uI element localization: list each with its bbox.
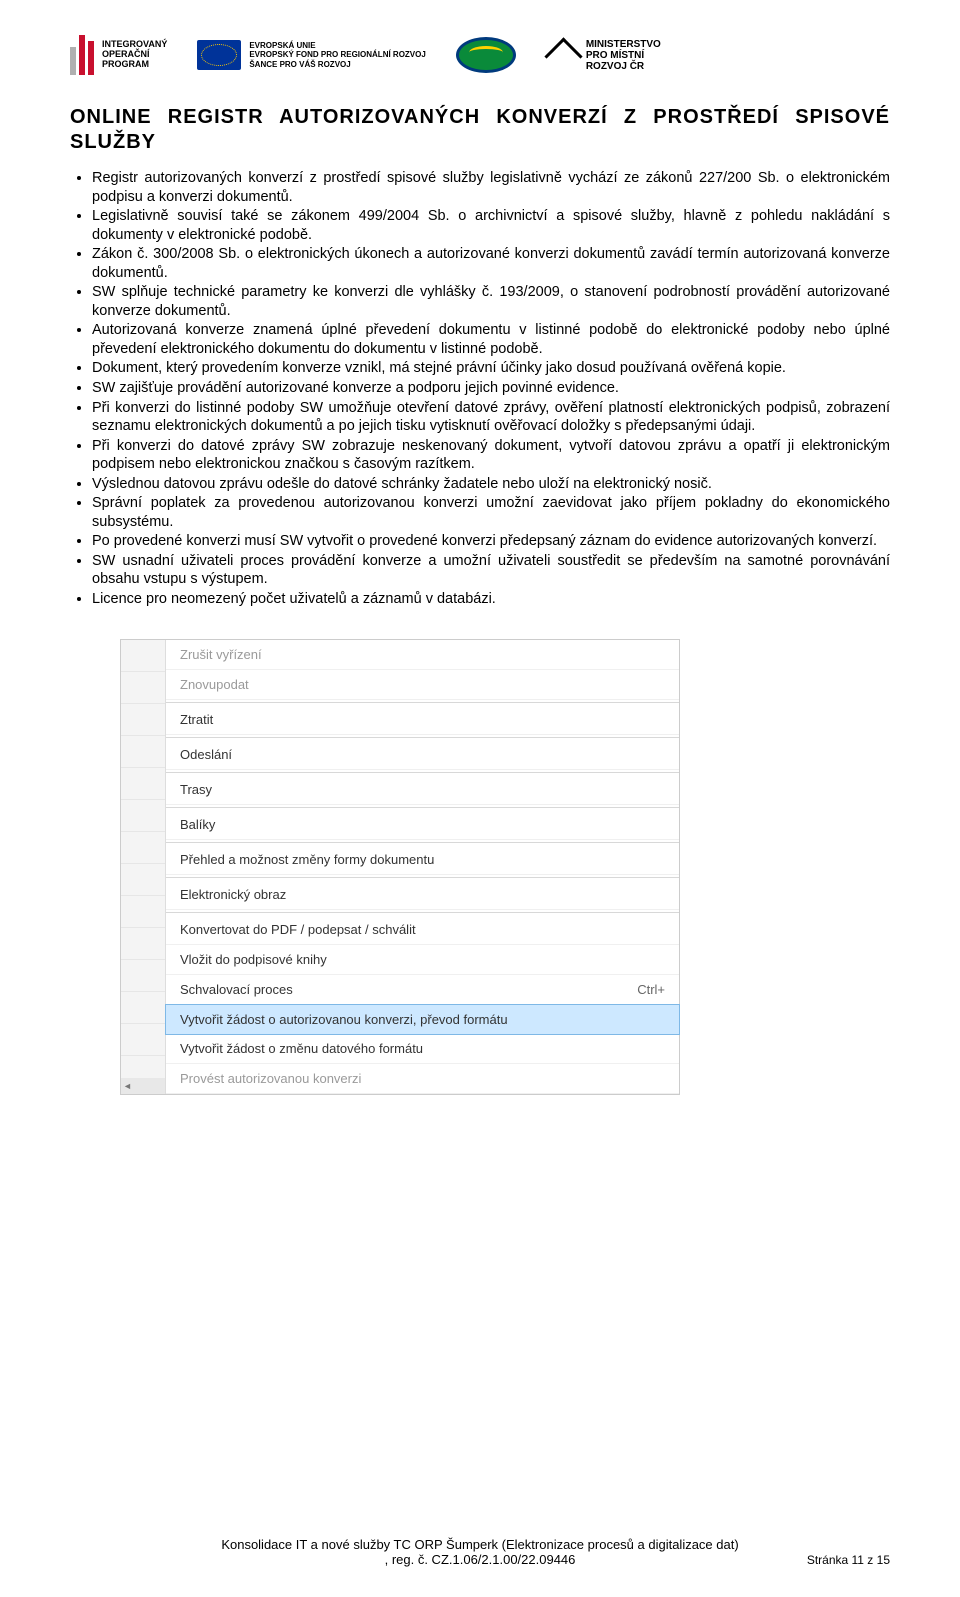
mmr-text-2: PRO MÍSTNÍ: [586, 50, 661, 61]
context-menu-item[interactable]: Vytvořit žádost o autorizovanou konverzi…: [165, 1004, 680, 1035]
eu-text-3: ŠANCE PRO VÁŠ ROZVOJ: [249, 60, 425, 70]
context-menu-item[interactable]: Vytvořit žádost o změnu datového formátu: [166, 1034, 679, 1064]
context-menu-item-label: Odeslání: [180, 747, 232, 762]
feature-bullet: Zákon č. 300/2008 Sb. o elektronických ú…: [92, 245, 890, 282]
logo-iop: INTEGROVANÝ OPERAČNÍ PROGRAM: [70, 35, 167, 75]
eu-flag-icon: [197, 40, 241, 70]
context-menu-item-label: Schvalovací proces: [180, 982, 293, 997]
context-menu-item-label: Ztratit: [180, 712, 213, 727]
page-counter: Stránka 11 z 15: [807, 1553, 890, 1567]
feature-bullet: Výslednou datovou zprávu odešle do datov…: [92, 475, 890, 494]
feature-bullet: Registr autorizovaných konverzí z prostř…: [92, 169, 890, 206]
iop-text-3: PROGRAM: [102, 60, 167, 70]
context-menu-item-label: Trasy: [180, 782, 212, 797]
feature-bullet: SW usnadní uživateli proces provádění ko…: [92, 552, 890, 589]
context-menu-items: Zrušit vyřízení Znovupodat Ztratit Odeslání…: [166, 640, 679, 1094]
context-menu-item: Zrušit vyřízení: [166, 640, 679, 670]
menu-separator: [166, 807, 679, 808]
context-menu-item[interactable]: Odeslání: [166, 740, 679, 770]
logo-mmr: MINISTERSTVO PRO MÍSTNÍ ROZVOJ ČR: [546, 39, 661, 72]
context-menu-item-label: Znovupodat: [180, 677, 249, 692]
feature-bullet: SW splňuje technické parametry ke konver…: [92, 283, 890, 320]
feature-bullet: Licence pro neomezený počet uživatelů a …: [92, 590, 890, 609]
iop-bars-icon: [70, 35, 94, 75]
feature-bullet: Legislativně souvisí také se zákonem 499…: [92, 207, 890, 244]
feature-bullet: Správní poplatek za provedenou autorizov…: [92, 494, 890, 531]
context-menu-item: Znovupodat: [166, 670, 679, 700]
regional-oval-icon: [456, 37, 516, 73]
context-menu-item-label: Vytvořit žádost o změnu datového formátu: [180, 1041, 423, 1056]
context-menu-item-label: Vložit do podpisové knihy: [180, 952, 327, 967]
context-menu-item[interactable]: Balíky: [166, 810, 679, 840]
context-menu-item: Provést autorizovanou konverzi: [166, 1064, 679, 1094]
context-menu-item-label: Konvertovat do PDF / podepsat / schválit: [180, 922, 416, 937]
context-menu-item[interactable]: Konvertovat do PDF / podepsat / schválit: [166, 915, 679, 945]
feature-bullet: SW zajišťuje provádění autorizované konv…: [92, 379, 890, 398]
context-menu-screenshot: ◄ Zrušit vyřízení Znovupodat Ztratit Odeslá…: [120, 639, 680, 1095]
context-menu-item-label: Balíky: [180, 817, 215, 832]
context-menu-item[interactable]: Trasy: [166, 775, 679, 805]
feature-bullet: Při konverzi do listinné podoby SW umožň…: [92, 399, 890, 436]
menu-separator: [166, 702, 679, 703]
feature-bullet: Dokument, který provedením konverze vzni…: [92, 359, 890, 378]
menu-left-gutter: ◄: [121, 640, 166, 1094]
footer-line-1: Konsolidace IT a nové služby TC ORP Šump…: [221, 1537, 738, 1552]
context-menu-item-label: Vytvořit žádost o autorizovanou konverzi…: [180, 1012, 508, 1027]
context-menu-item[interactable]: Schvalovací proces Ctrl+: [166, 975, 679, 1005]
context-menu-item-label: Provést autorizovanou konverzi: [180, 1071, 361, 1086]
menu-separator: [166, 772, 679, 773]
eu-text-2: EVROPSKÝ FOND PRO REGIONÁLNÍ ROZVOJ: [249, 50, 425, 60]
context-menu-item[interactable]: Ztratit: [166, 705, 679, 735]
context-menu-item-label: Elektronický obraz: [180, 887, 286, 902]
menu-separator: [166, 912, 679, 913]
context-menu-item-label: Přehled a možnost změny formy dokumentu: [180, 852, 434, 867]
mmr-text-1: MINISTERSTVO: [586, 39, 661, 50]
page-footer: Konsolidace IT a nové služby TC ORP Šump…: [70, 1537, 890, 1567]
feature-bullet: Při konverzi do datové zprávy SW zobrazu…: [92, 437, 890, 474]
menu-separator: [166, 842, 679, 843]
scroll-left-icon[interactable]: ◄: [123, 1081, 132, 1091]
logo-eu: EVROPSKÁ UNIE EVROPSKÝ FOND PRO REGIONÁL…: [197, 40, 425, 70]
menu-separator: [166, 877, 679, 878]
mmr-text-3: ROZVOJ ČR: [586, 61, 661, 72]
feature-bullet: Autorizovaná konverze znamená úplné přev…: [92, 321, 890, 358]
page-title: ONLINE REGISTR AUTORIZOVANÝCH KONVERZÍ Z…: [70, 105, 890, 155]
eu-text-1: EVROPSKÁ UNIE: [249, 41, 425, 51]
mmr-arrow-icon: [546, 39, 578, 71]
context-menu-item-label: Zrušit vyřízení: [180, 647, 262, 662]
feature-bullet-list: Registr autorizovaných konverzí z prostř…: [70, 169, 890, 609]
feature-bullet: Po provedené konverzi musí SW vytvořit o…: [92, 532, 890, 551]
context-menu-item[interactable]: Přehled a možnost změny formy dokumentu: [166, 845, 679, 875]
menu-separator: [166, 737, 679, 738]
context-menu-item[interactable]: Vložit do podpisové knihy: [166, 945, 679, 975]
context-menu-item[interactable]: Elektronický obraz: [166, 880, 679, 910]
context-menu-shortcut: Ctrl+: [637, 982, 665, 997]
header-logos: INTEGROVANÝ OPERAČNÍ PROGRAM EVROPSKÁ UN…: [70, 35, 890, 75]
horizontal-scrollbar[interactable]: ◄: [121, 1078, 165, 1094]
footer-line-2: , reg. č. CZ.1.06/2.1.00/22.09446: [385, 1552, 576, 1567]
